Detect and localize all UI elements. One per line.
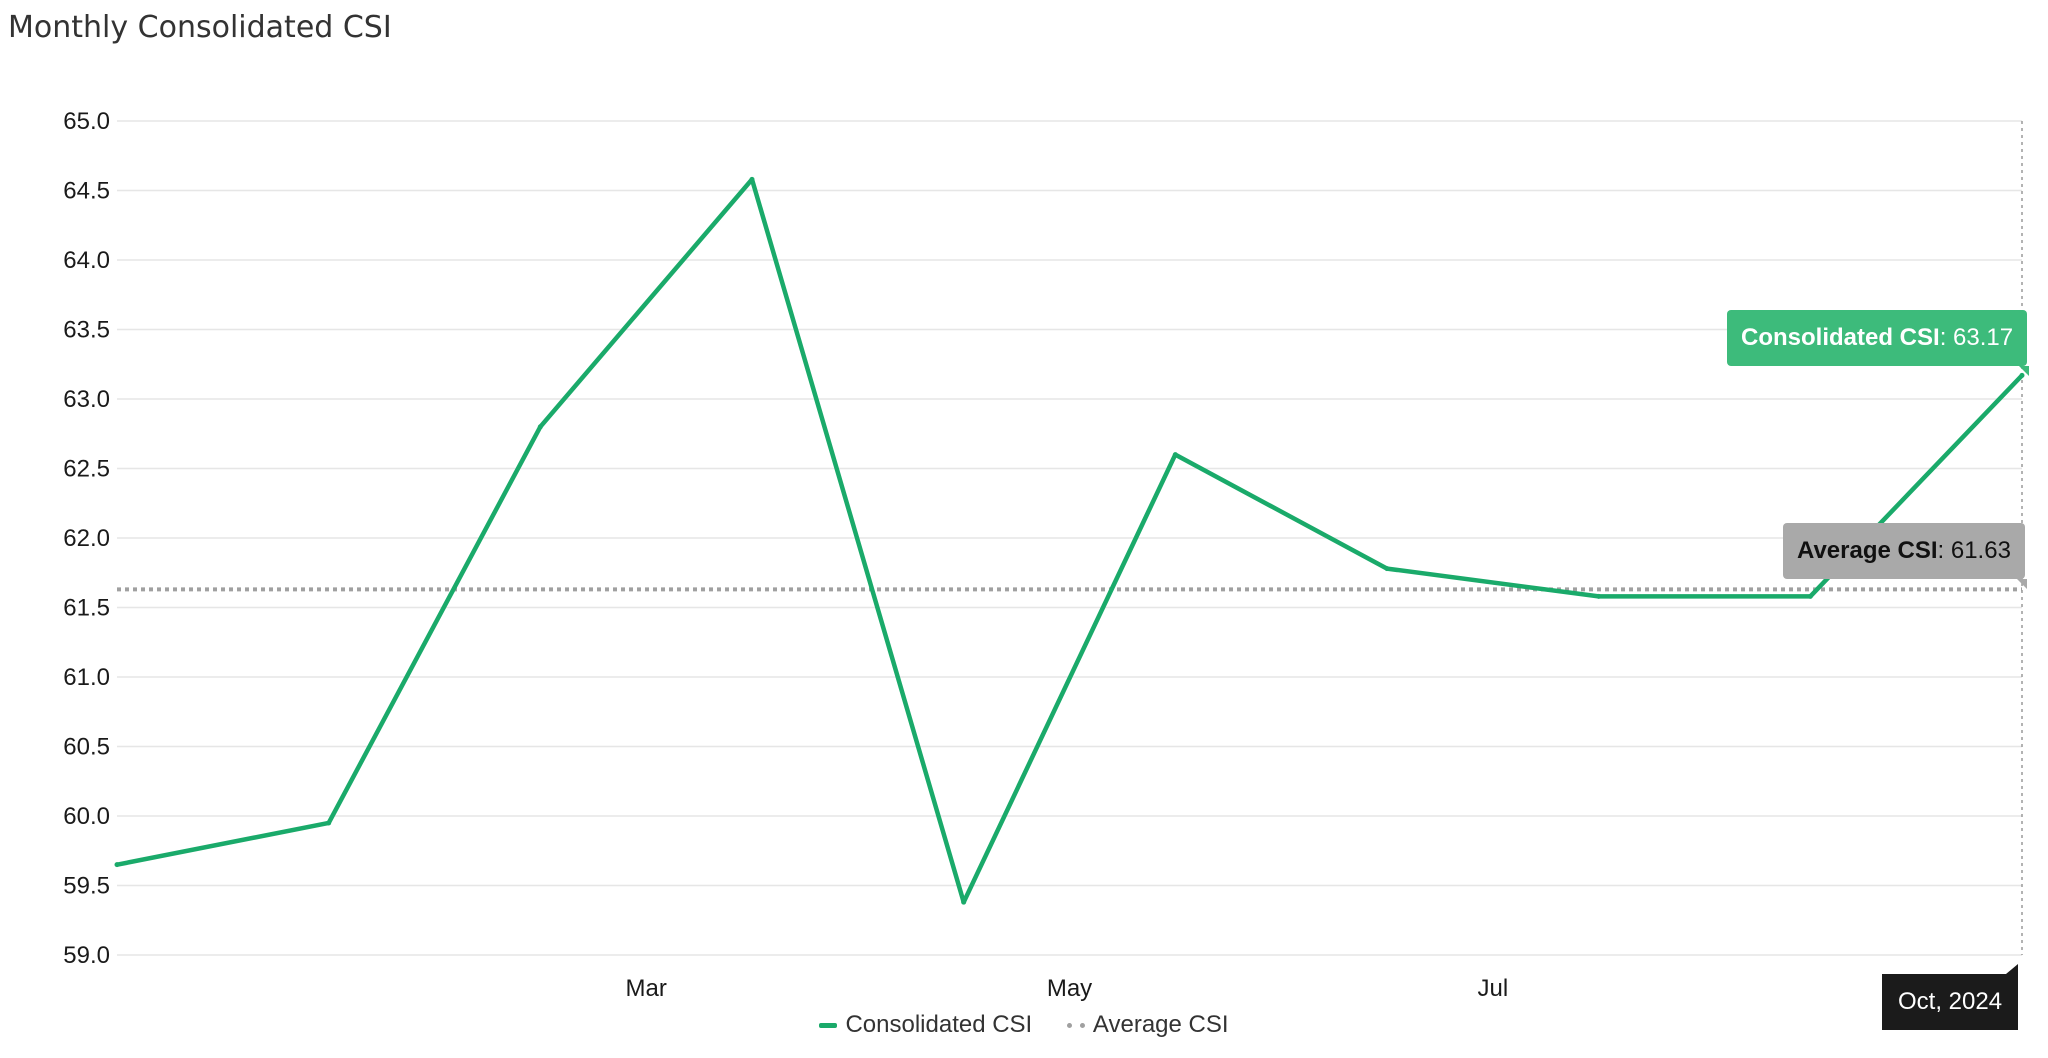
tooltip-avg-value: : 61.63 (1937, 537, 2011, 564)
y-tick-label: 63.0 (63, 386, 110, 413)
y-tick-label: 59.5 (63, 873, 110, 900)
legend-item-average-csi[interactable]: Average CSI (1066, 1010, 1229, 1039)
x-tick-label: Mar (625, 975, 666, 1002)
data-point (1172, 452, 1178, 458)
x-tick-label: Jul (1477, 975, 1508, 1002)
data-point (749, 176, 755, 182)
y-tick-label: 62.0 (63, 525, 110, 552)
data-point (1596, 593, 1602, 599)
y-tick-label: 60.5 (63, 734, 110, 761)
x-axis-tooltip: Oct, 2024 (1882, 964, 2019, 1030)
y-tick-label: 61.0 (63, 664, 110, 691)
legend-item-consolidated-csi[interactable]: Consolidated CSI (819, 1011, 1032, 1039)
consolidated-csi-tooltip: Consolidated CSI: 63.17 (1727, 310, 2030, 376)
legend: Consolidated CSI Average CSI (0, 1010, 2048, 1039)
data-point (1384, 566, 1390, 572)
x-tick-label: May (1047, 975, 1092, 1002)
y-tick-label: 64.5 (63, 178, 110, 205)
consolidated-csi-line[interactable] (116, 177, 2024, 905)
chart-title: Monthly Consolidated CSI (8, 10, 392, 45)
y-tick-label: 59.0 (63, 942, 110, 969)
data-point (537, 424, 543, 430)
data-point (114, 862, 120, 868)
average-csi-tooltip: Average CSI: 61.63 (1783, 523, 2027, 589)
y-axis-ticks: 59.0 59.5 60.0 60.5 61.0 61.5 62.0 62.5 63.0 63.5… (63, 108, 110, 969)
y-tick-label: 63.5 (63, 317, 110, 344)
tooltip-avg-label: Average CSI (1797, 537, 1938, 564)
legend-label-average: Average CSI (1092, 1010, 1229, 1038)
tooltip-csi-value: : 63.17 (1939, 324, 2014, 351)
tooltip-csi-label: Consolidated CSI (1741, 324, 1940, 351)
data-points (114, 176, 2025, 905)
data-point (1807, 593, 1813, 599)
y-tick-label: 62.5 (63, 456, 110, 483)
data-point (326, 820, 332, 826)
legend-swatch-csi (819, 1022, 838, 1028)
legend-swatch-average (1066, 1022, 1085, 1028)
y-tick-label: 60.0 (63, 803, 110, 830)
y-tick-label: 65.0 (63, 108, 110, 135)
x-axis-ticks: MarMayJulSep (625, 975, 1937, 1002)
y-tick-label: 61.5 (63, 595, 110, 622)
legend-label-csi: Consolidated CSI (845, 1010, 1033, 1038)
y-tick-label: 64.0 (63, 247, 110, 274)
grid-lines (117, 120, 2022, 956)
data-point (961, 899, 967, 905)
